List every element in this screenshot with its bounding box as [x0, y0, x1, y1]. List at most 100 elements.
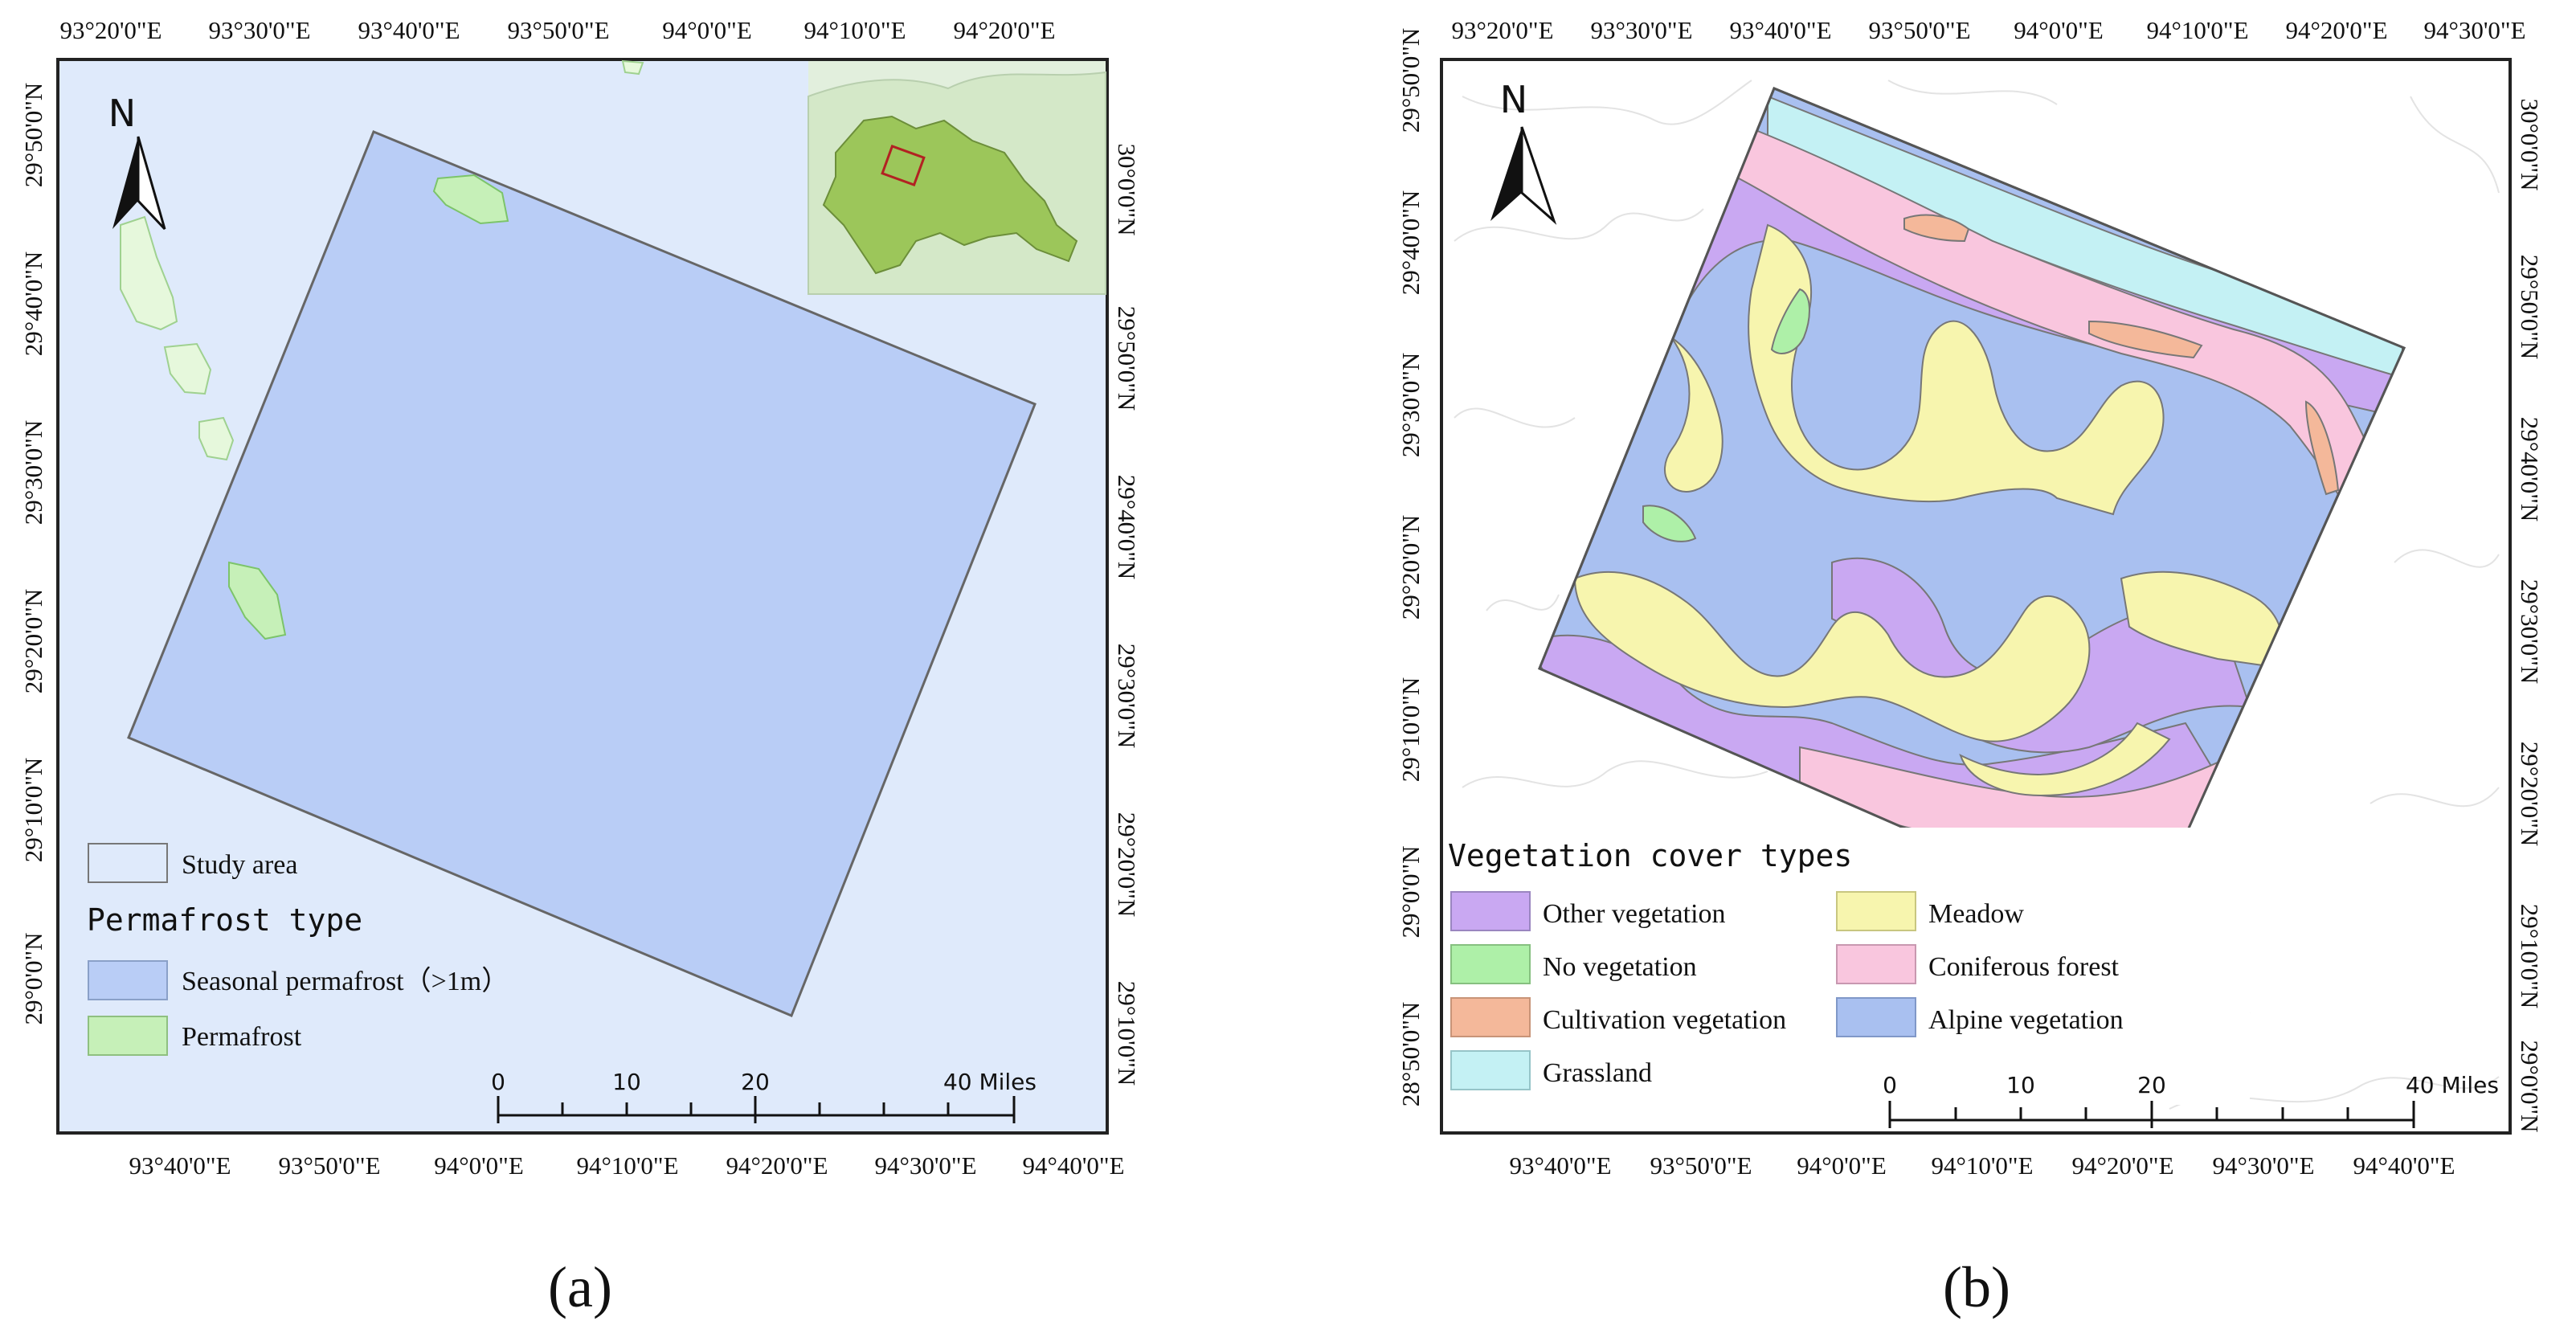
svg-text:29°50'0"N: 29°50'0"N — [1396, 28, 1425, 133]
bottom-ticks-a: 93°40'0"E 93°50'0"E 94°0'0"E 94°10'0"E 9… — [129, 1151, 1124, 1180]
svg-text:94°0'0"E: 94°0'0"E — [1797, 1151, 1887, 1180]
svg-text:Seasonal permafrost（>1m）: Seasonal permafrost（>1m） — [182, 966, 509, 996]
svg-text:94°10'0"E: 94°10'0"E — [1931, 1151, 2033, 1180]
svg-text:94°40'0"E: 94°40'0"E — [1022, 1151, 1124, 1180]
svg-text:93°40'0"E: 93°40'0"E — [358, 16, 460, 44]
left-ticks-a: 29°50'0"N 29°40'0"N 29°30'0"N 29°20'0"N … — [19, 83, 47, 1025]
svg-text:29°0'0"N: 29°0'0"N — [1396, 845, 1425, 938]
svg-text:93°50'0"E: 93°50'0"E — [1868, 16, 1970, 44]
inset-locator-map — [808, 61, 1106, 295]
scale-bar-a: 0 10 20 40 Miles — [491, 1069, 1037, 1123]
permafrost-patch — [432, 174, 509, 225]
panel-b: N Vegetation cover types Other vegetatio… — [1396, 16, 2544, 1319]
legend-swatch-alpine-vegetation — [1836, 997, 1916, 1037]
svg-text:93°20'0"E: 93°20'0"E — [1451, 16, 1553, 44]
svg-text:94°0'0"E: 94°0'0"E — [2014, 16, 2104, 44]
caption-b: (b) — [1943, 1255, 2010, 1319]
svg-text:29°40'0"N: 29°40'0"N — [2516, 417, 2544, 522]
legend-swatch-coniferous-forest — [1836, 944, 1916, 984]
svg-text:94°20'0"E: 94°20'0"E — [953, 16, 1055, 44]
svg-text:94°0'0"E: 94°0'0"E — [434, 1151, 524, 1180]
bottom-ticks-b: 93°40'0"E 93°50'0"E 94°0'0"E 94°10'0"E 9… — [1509, 1151, 2455, 1180]
legend-swatch-other-vegetation — [1450, 891, 1531, 931]
svg-text:Other vegetation: Other vegetation — [1543, 899, 1726, 929]
legend-swatch-permafrost — [88, 1016, 168, 1056]
svg-text:29°30'0"N: 29°30'0"N — [1113, 644, 1141, 749]
legend-b: Vegetation cover types Other vegetation … — [1446, 828, 2250, 1105]
svg-text:Meadow: Meadow — [1928, 899, 2024, 929]
svg-text:0: 0 — [1883, 1072, 1897, 1098]
north-arrow-b: N — [1490, 78, 1557, 225]
svg-text:40 Miles: 40 Miles — [943, 1069, 1037, 1095]
svg-text:Coniferous forest: Coniferous forest — [1928, 952, 2120, 982]
svg-text:29°40'0"N: 29°40'0"N — [19, 252, 47, 357]
left-ticks-b: 29°50'0"N 29°40'0"N 29°30'0"N 29°20'0"N … — [1396, 28, 1425, 1107]
study-area-locator — [881, 144, 926, 187]
svg-text:94°30'0"E: 94°30'0"E — [874, 1151, 976, 1180]
svg-text:94°10'0"E: 94°10'0"E — [803, 16, 906, 44]
legend-swatch-cultivation-vegetation — [1450, 997, 1531, 1037]
svg-text:30°0'0"N: 30°0'0"N — [1113, 143, 1141, 235]
svg-text:28°50'0"N: 28°50'0"N — [1396, 1002, 1425, 1107]
svg-text:Alpine vegetation: Alpine vegetation — [1928, 1005, 2124, 1035]
svg-text:29°30'0"N: 29°30'0"N — [2516, 579, 2544, 685]
svg-text:10: 10 — [2006, 1072, 2035, 1098]
top-ticks-a: 93°20'0"E 93°30'0"E 93°40'0"E 93°50'0"E … — [59, 16, 1055, 44]
svg-text:29°50'0"N: 29°50'0"N — [1113, 306, 1141, 411]
svg-text:20: 20 — [2137, 1072, 2166, 1098]
svg-text:94°40'0"E: 94°40'0"E — [2353, 1151, 2455, 1180]
svg-text:93°20'0"E: 93°20'0"E — [59, 16, 162, 44]
svg-text:93°40'0"E: 93°40'0"E — [129, 1151, 231, 1180]
svg-text:93°30'0"E: 93°30'0"E — [1590, 16, 1692, 44]
svg-text:29°10'0"N: 29°10'0"N — [2516, 904, 2544, 1009]
svg-text:Study area: Study area — [182, 850, 297, 880]
svg-text:29°10'0"N: 29°10'0"N — [19, 758, 47, 863]
svg-text:N: N — [1500, 78, 1527, 121]
svg-text:0: 0 — [491, 1069, 505, 1095]
svg-text:93°50'0"E: 93°50'0"E — [278, 1151, 380, 1180]
panel-a: N Study area Permafrost type Seasonal pe… — [19, 16, 1141, 1319]
svg-text:29°0'0"N: 29°0'0"N — [2516, 1040, 2544, 1132]
svg-text:29°30'0"N: 29°30'0"N — [1396, 353, 1425, 458]
svg-text:29°10'0"N: 29°10'0"N — [1396, 677, 1425, 783]
svg-text:93°50'0"E: 93°50'0"E — [507, 16, 609, 44]
svg-text:94°20'0"E: 94°20'0"E — [726, 1151, 828, 1180]
svg-text:30°0'0"N: 30°0'0"N — [2516, 98, 2544, 190]
svg-text:29°20'0"N: 29°20'0"N — [1396, 515, 1425, 620]
svg-text:Cultivation vegetation: Cultivation vegetation — [1543, 1005, 1786, 1035]
scale-bar-b: 0 10 20 40 Miles — [1883, 1072, 2499, 1128]
permafrost-patch — [228, 561, 287, 640]
svg-text:29°40'0"N: 29°40'0"N — [1113, 475, 1141, 580]
svg-text:93°50'0"E: 93°50'0"E — [1650, 1151, 1752, 1180]
legend-swatch-grassland — [1450, 1050, 1531, 1090]
svg-text:Permafrost: Permafrost — [182, 1022, 302, 1052]
svg-text:94°20'0"E: 94°20'0"E — [2285, 16, 2387, 44]
study-area-polygon — [127, 130, 1037, 1017]
right-ticks-b: 30°0'0"N 29°50'0"N 29°40'0"N 29°30'0"N 2… — [2516, 98, 2544, 1132]
svg-text:94°0'0"E: 94°0'0"E — [662, 16, 752, 44]
svg-text:20: 20 — [741, 1069, 770, 1095]
svg-text:94°30'0"E: 94°30'0"E — [2212, 1151, 2314, 1180]
svg-text:40 Miles: 40 Miles — [2406, 1072, 2499, 1098]
svg-text:Permafrost type: Permafrost type — [87, 902, 362, 938]
legend-swatch-study-area — [88, 843, 168, 883]
svg-text:93°40'0"E: 93°40'0"E — [1729, 16, 1831, 44]
svg-text:93°40'0"E: 93°40'0"E — [1509, 1151, 1611, 1180]
caption-a: (a) — [548, 1255, 612, 1319]
svg-text:29°20'0"N: 29°20'0"N — [1113, 812, 1141, 918]
legend-a: Study area Permafrost type Seasonal perm… — [87, 843, 509, 1056]
svg-text:93°30'0"E: 93°30'0"E — [208, 16, 310, 44]
svg-text:29°10'0"N: 29°10'0"N — [1113, 981, 1141, 1086]
svg-text:29°30'0"N: 29°30'0"N — [19, 420, 47, 526]
right-ticks-a: 30°0'0"N 29°50'0"N 29°40'0"N 29°30'0"N 2… — [1113, 143, 1141, 1086]
svg-text:94°10'0"E: 94°10'0"E — [2146, 16, 2248, 44]
svg-text:10: 10 — [612, 1069, 641, 1095]
svg-text:N: N — [108, 92, 136, 135]
region-outline — [822, 115, 1078, 275]
svg-text:94°30'0"E: 94°30'0"E — [2423, 16, 2525, 44]
svg-text:29°20'0"N: 29°20'0"N — [2516, 742, 2544, 847]
svg-text:Grassland: Grassland — [1543, 1058, 1652, 1088]
svg-text:Vegetation cover types: Vegetation cover types — [1448, 838, 1852, 873]
svg-text:29°50'0"N: 29°50'0"N — [2516, 255, 2544, 360]
svg-text:94°10'0"E: 94°10'0"E — [576, 1151, 678, 1180]
